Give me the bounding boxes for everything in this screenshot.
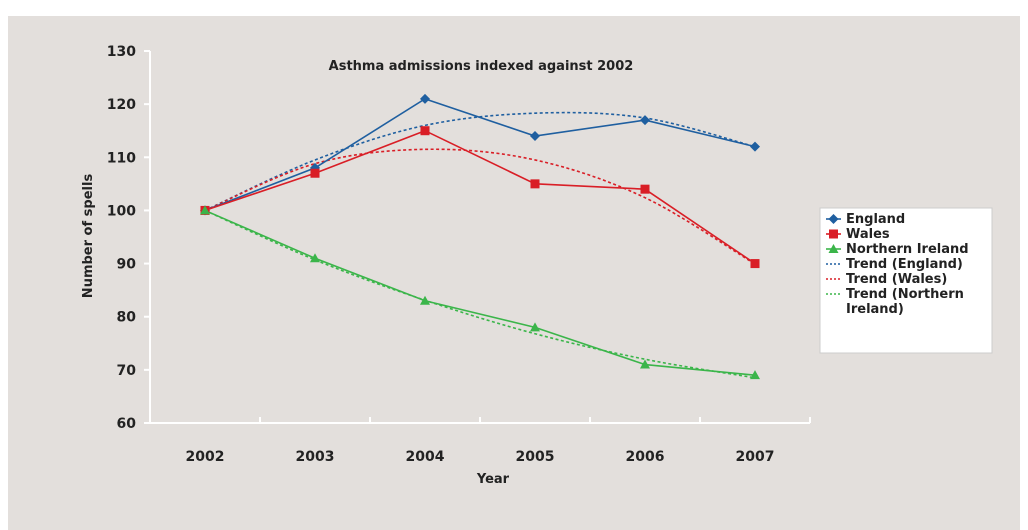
x-tick-label: 2007 [736, 449, 775, 465]
tick-labels: 60 70 80 90 100 110 120 130 2002 2003 2004 2005 2006… [107, 44, 775, 465]
y-tick-label: 80 [117, 310, 137, 326]
y-tick-label: 120 [107, 97, 136, 113]
series-markers [200, 93, 760, 380]
trend-england-line [204, 111, 756, 212]
chart-title: Asthma admissions indexed against 2002 [329, 59, 634, 74]
legend-label: England [846, 212, 905, 227]
wales-point-2005 [530, 179, 540, 189]
england-point-2006 [640, 115, 650, 126]
x-tick-label: 2006 [626, 449, 665, 465]
northern-ireland-point-2006 [640, 359, 650, 369]
legend-marker [829, 229, 838, 239]
wales-point-2007 [750, 259, 760, 269]
legend-label: Wales [846, 227, 890, 242]
england-point-2004 [420, 93, 430, 104]
legend-item-trend-england: Trend (England) [826, 257, 963, 272]
legend-item-northern-ireland: Northern Ireland [826, 242, 969, 257]
england-point-2005 [530, 131, 540, 142]
legend-label: Trend (Northern [846, 287, 964, 302]
northern-ireland-point-2007 [750, 370, 760, 380]
wales-point-2004 [420, 126, 430, 136]
england-point-2007 [750, 141, 760, 152]
y-axis-title: Number of spells [81, 174, 96, 299]
legend-marker [828, 244, 839, 253]
line-chart: 60 70 80 90 100 110 120 130 2002 2003 2004 2005 2006… [81, 44, 993, 487]
x-axis-title: Year [476, 472, 510, 487]
england-line [204, 97, 756, 212]
northern-ireland-point-2005 [530, 322, 540, 332]
northern-ireland-point-2003 [310, 253, 320, 263]
chart-panel: 60 70 80 90 100 110 120 130 2002 2003 2004 2005 2006… [8, 16, 1020, 530]
legend-box [819, 207, 993, 354]
y-tick-label: 60 [117, 416, 137, 432]
legend-item-wales: Wales [826, 227, 890, 242]
legend-marker [828, 214, 839, 224]
axes [144, 50, 811, 424]
y-tick-label: 110 [107, 150, 136, 166]
wales-point-2003 [310, 168, 320, 178]
trend-lines [204, 111, 756, 379]
legend-item-england: England [826, 212, 905, 227]
northern-ireland-line [204, 209, 756, 376]
x-tick-label: 2004 [406, 449, 445, 465]
northern-ireland-point-2004 [420, 295, 430, 305]
trend-wales-line [204, 148, 756, 265]
y-tick-label: 130 [107, 44, 136, 60]
x-tick-label: 2002 [186, 449, 225, 465]
legend-label: Northern Ireland [846, 242, 969, 257]
wales-point-2006 [640, 184, 650, 194]
series-lines [204, 97, 756, 376]
y-tick-label: 90 [117, 257, 137, 273]
y-tick-label: 100 [107, 203, 136, 219]
legend-label: Trend (Wales) [846, 272, 947, 287]
x-tick-label: 2003 [296, 449, 335, 465]
legend-item-trend-wales: Trend (Wales) [826, 272, 947, 287]
northern-ireland-point-2002 [200, 205, 210, 215]
legend-label: Trend (England) [846, 257, 963, 272]
x-tick-label: 2005 [516, 449, 555, 465]
y-tick-label: 70 [117, 363, 137, 379]
wales-line [204, 129, 756, 265]
trend-northern-ireland-line [204, 209, 756, 379]
legend-label: Ireland) [846, 302, 904, 317]
